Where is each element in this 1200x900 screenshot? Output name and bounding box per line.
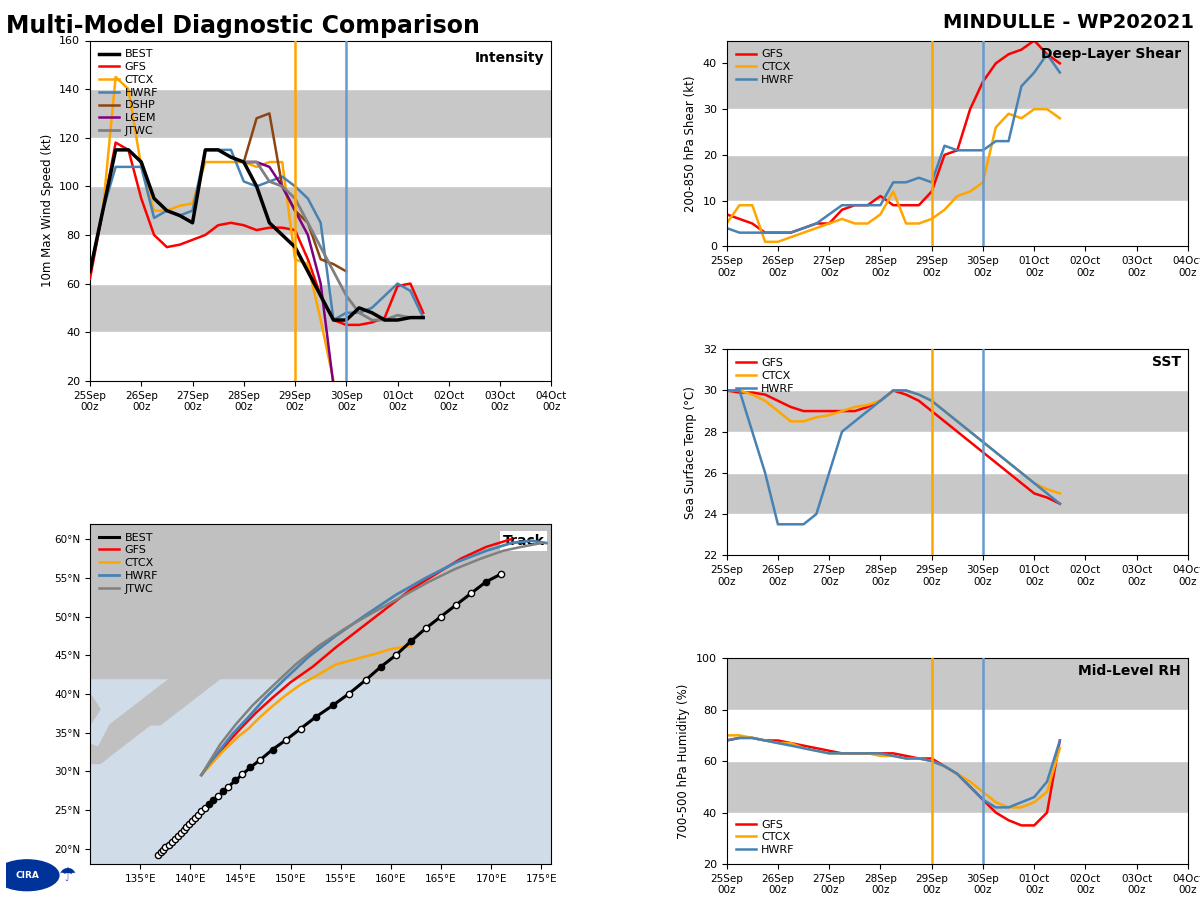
Text: MINDULLE - WP202021: MINDULLE - WP202021 bbox=[943, 14, 1194, 32]
Legend: GFS, CTCX, HWRF: GFS, CTCX, HWRF bbox=[732, 46, 798, 88]
Bar bbox=[727, 109, 1188, 155]
Y-axis label: 200-850 hPa Shear (kt): 200-850 hPa Shear (kt) bbox=[684, 76, 697, 212]
Polygon shape bbox=[90, 524, 551, 679]
Bar bbox=[90, 235, 551, 284]
Legend: BEST, GFS, CTCX, HWRF, DSHP, LGEM, JTWC: BEST, GFS, CTCX, HWRF, DSHP, LGEM, JTWC bbox=[96, 46, 161, 140]
Polygon shape bbox=[371, 554, 421, 616]
Bar bbox=[727, 813, 1188, 864]
Text: Deep-Layer Shear: Deep-Layer Shear bbox=[1040, 47, 1181, 60]
Text: Mid-Level RH: Mid-Level RH bbox=[1079, 664, 1181, 679]
Text: Multi-Model Diagnostic Comparison: Multi-Model Diagnostic Comparison bbox=[6, 14, 480, 38]
Bar bbox=[90, 138, 551, 186]
Y-axis label: 10m Max Wind Speed (kt): 10m Max Wind Speed (kt) bbox=[41, 134, 54, 287]
Bar bbox=[90, 332, 551, 381]
Legend: BEST, GFS, CTCX, HWRF, JTWC: BEST, GFS, CTCX, HWRF, JTWC bbox=[96, 529, 161, 597]
Text: ☂: ☂ bbox=[58, 866, 76, 885]
Bar bbox=[727, 349, 1188, 391]
Bar bbox=[90, 40, 551, 89]
Polygon shape bbox=[90, 663, 240, 763]
Bar bbox=[727, 709, 1188, 761]
Text: SST: SST bbox=[1152, 356, 1181, 370]
Bar bbox=[727, 514, 1188, 555]
Text: Intensity: Intensity bbox=[475, 50, 545, 65]
Polygon shape bbox=[80, 744, 110, 763]
Bar bbox=[727, 201, 1188, 247]
Legend: GFS, CTCX, HWRF: GFS, CTCX, HWRF bbox=[732, 355, 798, 397]
Circle shape bbox=[0, 860, 59, 891]
Y-axis label: 700-500 hPa Humidity (%): 700-500 hPa Humidity (%) bbox=[677, 683, 690, 839]
Legend: GFS, CTCX, HWRF: GFS, CTCX, HWRF bbox=[732, 816, 798, 859]
Polygon shape bbox=[40, 694, 100, 741]
Text: CIRA: CIRA bbox=[16, 871, 38, 880]
Bar bbox=[727, 432, 1188, 473]
Polygon shape bbox=[200, 586, 221, 647]
Y-axis label: Sea Surface Temp (°C): Sea Surface Temp (°C) bbox=[684, 386, 697, 518]
Text: Track: Track bbox=[503, 534, 545, 548]
